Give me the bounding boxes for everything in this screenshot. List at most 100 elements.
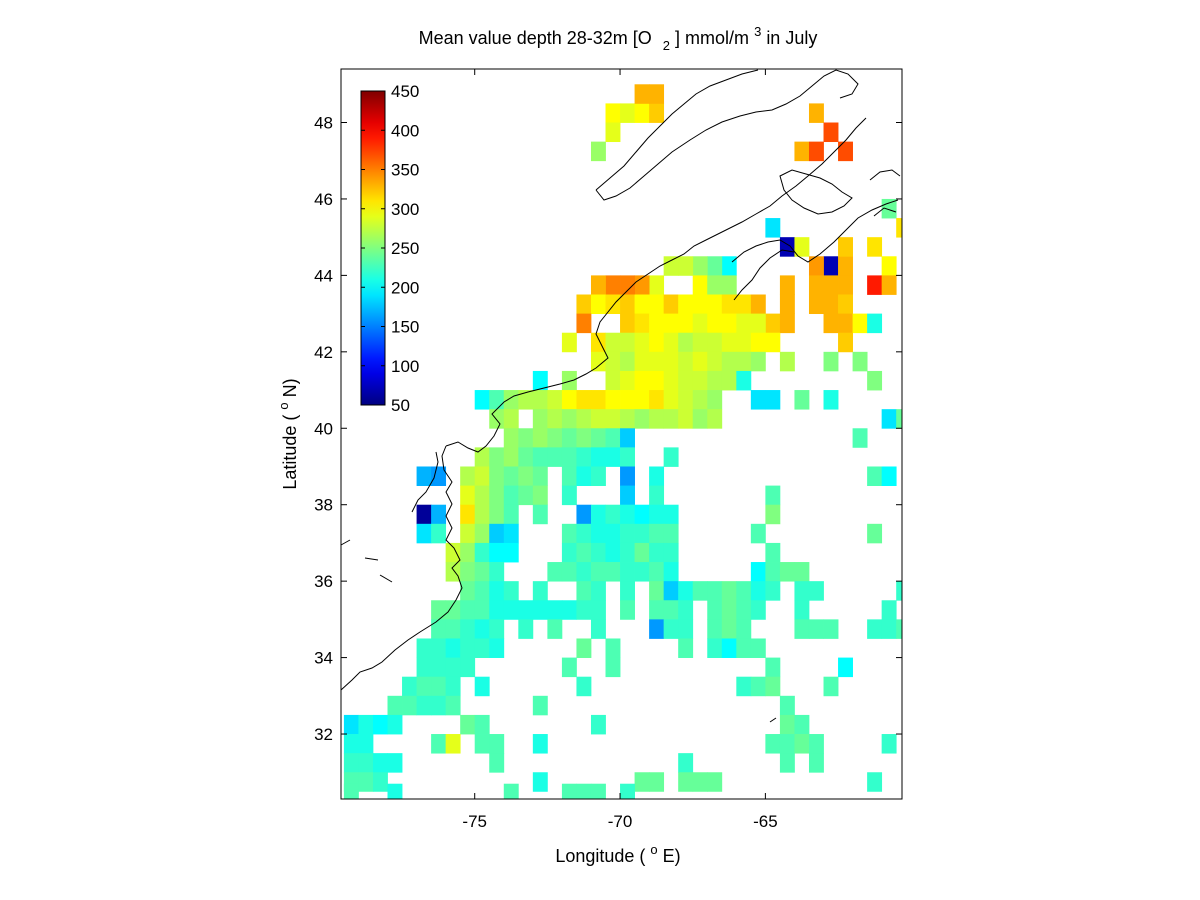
colorbar-tick-label: 450 — [391, 82, 419, 101]
heatmap-cell — [794, 734, 810, 754]
heatmap-cell — [343, 734, 359, 754]
heatmap-cell — [503, 523, 519, 544]
y-label-suffix: N) — [280, 378, 300, 397]
heatmap-cell — [852, 351, 868, 372]
heatmap-cell — [358, 714, 374, 735]
heatmap-cell — [707, 294, 723, 315]
heatmap-cell — [736, 294, 752, 315]
heatmap-cell — [532, 390, 548, 410]
heatmap-cell — [576, 390, 592, 410]
heatmap-cell — [707, 600, 723, 620]
title-superscript: 3 — [754, 24, 761, 39]
heatmap-cell — [721, 313, 737, 334]
heatmap-cell — [736, 351, 752, 372]
heatmap-cell — [445, 542, 461, 563]
heatmap-cell — [823, 313, 839, 334]
heatmap-cell — [605, 351, 621, 372]
heatmap-cell — [794, 390, 810, 410]
colorbar-ticks: 50 100 150 200 250 300 350 400 450 — [361, 82, 419, 415]
heatmap-cell — [590, 504, 606, 525]
heatmap-cell — [881, 619, 897, 639]
heatmap-cell — [620, 294, 635, 315]
heatmap-cell — [663, 351, 679, 372]
heatmap-cell — [765, 657, 781, 678]
heatmap-cell — [634, 523, 650, 544]
heatmap-cell — [445, 562, 461, 582]
heatmap-cell — [634, 542, 650, 563]
heatmap-cell — [838, 275, 853, 295]
heatmap-cell — [620, 103, 635, 123]
heatmap-cell — [489, 753, 505, 773]
heatmap-cell — [634, 84, 650, 104]
heatmap-cell — [518, 485, 534, 506]
heatmap-cell — [649, 581, 665, 601]
heatmap-cell — [503, 581, 519, 601]
heatmap-cell — [503, 485, 519, 506]
heatmap-cell — [750, 523, 766, 544]
heatmap-cell — [460, 638, 476, 658]
heatmap-cell — [474, 504, 490, 525]
heatmap-cell — [561, 562, 577, 582]
heatmap-cell — [721, 332, 737, 353]
x-tick-label: -65 — [753, 812, 778, 831]
colorbar-tick-label: 250 — [391, 239, 419, 258]
heatmap-cell — [620, 562, 635, 582]
heatmap-cell — [460, 504, 476, 525]
heatmap-cell — [532, 734, 548, 754]
y-axis-label: Latitude ( o N) — [272, 378, 300, 489]
heatmap-cell — [634, 772, 650, 792]
heatmap-cell — [794, 619, 810, 639]
heatmap-cell — [692, 370, 708, 391]
heatmap-cell — [649, 523, 665, 544]
heatmap-cell — [707, 332, 723, 353]
heatmap-cell — [460, 562, 476, 582]
heatmap-cell — [678, 370, 694, 391]
colorbar-tick-label: 200 — [391, 278, 419, 297]
heatmap-cell — [736, 638, 752, 658]
heatmap-cell — [663, 256, 679, 276]
heatmap-cell — [590, 447, 606, 467]
heatmap-cell — [620, 390, 635, 410]
heatmap-cell — [867, 772, 883, 792]
heatmap-cell — [532, 447, 548, 467]
heatmap-cell — [605, 562, 621, 582]
heatmap-cell — [634, 409, 650, 429]
heatmap-cell — [678, 390, 694, 410]
heatmap-cell — [634, 332, 650, 353]
heatmap-cell — [489, 619, 505, 639]
heatmap-cell — [692, 332, 708, 353]
heatmap-cell — [808, 141, 824, 162]
heatmap-cell — [896, 409, 903, 429]
heatmap-cell — [634, 294, 650, 315]
heatmap-cell — [649, 294, 665, 315]
heatmap-cell — [431, 734, 447, 754]
heatmap-cell — [649, 409, 665, 429]
heatmap-cell — [663, 542, 679, 563]
heatmap-cell — [474, 638, 490, 658]
heatmap-cell — [590, 409, 606, 429]
x-label-prefix: Longitude ( — [555, 846, 650, 866]
heatmap-cells — [343, 84, 903, 800]
heatmap-cell — [474, 466, 490, 486]
coastline — [340, 69, 901, 723]
title-suffix: in July — [766, 28, 817, 48]
heatmap-cell — [358, 772, 374, 792]
heatmap-cell — [765, 562, 781, 582]
heatmap-cell — [721, 619, 737, 639]
heatmap-cell — [561, 447, 577, 467]
heatmap-cell — [808, 734, 824, 754]
heatmap-cell — [605, 657, 621, 678]
heatmap-cell — [838, 237, 853, 257]
heatmap-cell — [474, 714, 490, 735]
heatmap-cell — [561, 428, 577, 448]
heatmap-cell — [489, 390, 505, 410]
heatmap-cell — [605, 370, 621, 391]
heatmap-cell — [474, 542, 490, 563]
heatmap-cell — [620, 485, 635, 506]
heatmap-cell — [750, 581, 766, 601]
heatmap-cell — [823, 619, 839, 639]
heatmap-cell — [489, 523, 505, 544]
heatmap-cell — [750, 638, 766, 658]
heatmap-cell — [445, 734, 461, 754]
heatmap-cell — [620, 313, 635, 334]
